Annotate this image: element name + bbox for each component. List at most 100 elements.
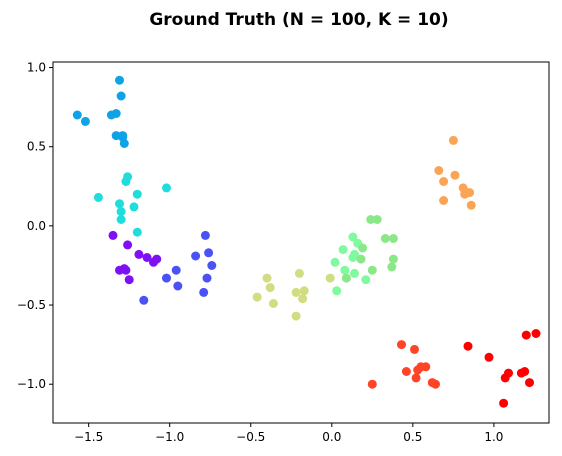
data-point (330, 257, 340, 267)
data-point (291, 287, 301, 297)
data-point (299, 286, 309, 296)
data-point (439, 177, 449, 186)
data-point (484, 352, 494, 362)
data-point (348, 232, 358, 242)
data-point (294, 268, 304, 278)
data-point (413, 365, 423, 375)
data-point (72, 110, 82, 120)
data-point (142, 253, 152, 262)
y-tick-label: 0.0 (27, 219, 46, 233)
chart-title: Ground Truth (N = 100, K = 10) (149, 10, 448, 30)
data-point (116, 215, 126, 224)
data-point (380, 234, 390, 243)
data-point (134, 249, 144, 259)
data-point (341, 273, 351, 283)
data-point (152, 254, 162, 264)
data-point (397, 340, 406, 350)
y-tick-label: 1.0 (27, 61, 46, 75)
data-point (367, 379, 377, 389)
data-point (116, 91, 126, 101)
data-point (367, 265, 377, 275)
y-tick-label: −0.5 (17, 298, 46, 312)
data-point (162, 183, 171, 193)
x-tick-label: −1.5 (74, 430, 103, 444)
data-point (132, 189, 142, 199)
data-point (387, 262, 397, 272)
data-point (411, 373, 421, 383)
data-point (504, 368, 513, 378)
data-point (372, 215, 382, 224)
data-point (124, 275, 134, 285)
data-point (132, 227, 142, 237)
data-point (434, 166, 444, 175)
data-point (121, 177, 131, 186)
data-point (356, 254, 366, 264)
data-point (401, 367, 411, 376)
data-point (162, 273, 171, 283)
data-point (191, 251, 201, 261)
data-point (366, 215, 376, 224)
x-tick-label: −1.0 (155, 430, 184, 444)
data-point (466, 200, 476, 210)
data-point (298, 294, 308, 304)
data-point (499, 398, 509, 408)
data-point (123, 240, 133, 250)
x-tick-label: −0.5 (236, 430, 265, 444)
data-point (450, 170, 460, 180)
data-point (115, 265, 124, 275)
data-point (173, 281, 183, 291)
data-point (115, 199, 124, 209)
data-point (268, 299, 278, 308)
data-point (350, 249, 359, 259)
data-point (291, 311, 301, 321)
data-point (525, 378, 534, 388)
data-point (332, 286, 342, 296)
data-point (171, 265, 181, 275)
data-point (361, 275, 371, 285)
data-point (80, 116, 90, 126)
x-axis: −1.5 −1.0 −0.5 0.0 0.5 1.0 (74, 423, 503, 444)
data-point (121, 265, 131, 275)
data-point (340, 265, 350, 275)
data-point (129, 202, 139, 212)
data-point (252, 292, 262, 302)
data-point (388, 234, 398, 243)
plot-frame (52, 61, 550, 424)
data-point (410, 344, 419, 354)
data-point (202, 273, 212, 283)
y-tick-label: −1.0 (17, 377, 46, 391)
data-point (118, 131, 128, 141)
data-point (262, 273, 272, 283)
data-point (439, 196, 449, 205)
data-point (108, 230, 118, 240)
data-point (115, 75, 124, 85)
data-point (463, 341, 473, 351)
data-point (521, 330, 531, 340)
data-point (520, 367, 530, 376)
x-tick-label: 0.5 (403, 430, 422, 444)
data-point (448, 135, 458, 145)
x-tick-label: 1.0 (484, 430, 503, 444)
data-point (421, 362, 431, 372)
data-point (207, 261, 217, 270)
data-point (388, 254, 398, 264)
data-point (431, 379, 440, 389)
data-point (93, 192, 103, 202)
data-point (265, 283, 275, 293)
data-point (463, 188, 473, 198)
data-point (358, 243, 368, 253)
points-layer (72, 75, 541, 408)
data-point (199, 287, 209, 297)
data-point (350, 268, 359, 278)
x-tick-label: 0.0 (322, 430, 341, 444)
y-axis: −1.0 −0.5 0.0 0.5 1.0 (17, 61, 53, 391)
data-point (111, 109, 121, 118)
data-point (200, 230, 210, 240)
data-point (204, 248, 214, 258)
data-point (531, 329, 541, 338)
data-point (116, 207, 126, 217)
data-point (338, 245, 348, 255)
y-tick-label: 0.5 (27, 140, 46, 154)
